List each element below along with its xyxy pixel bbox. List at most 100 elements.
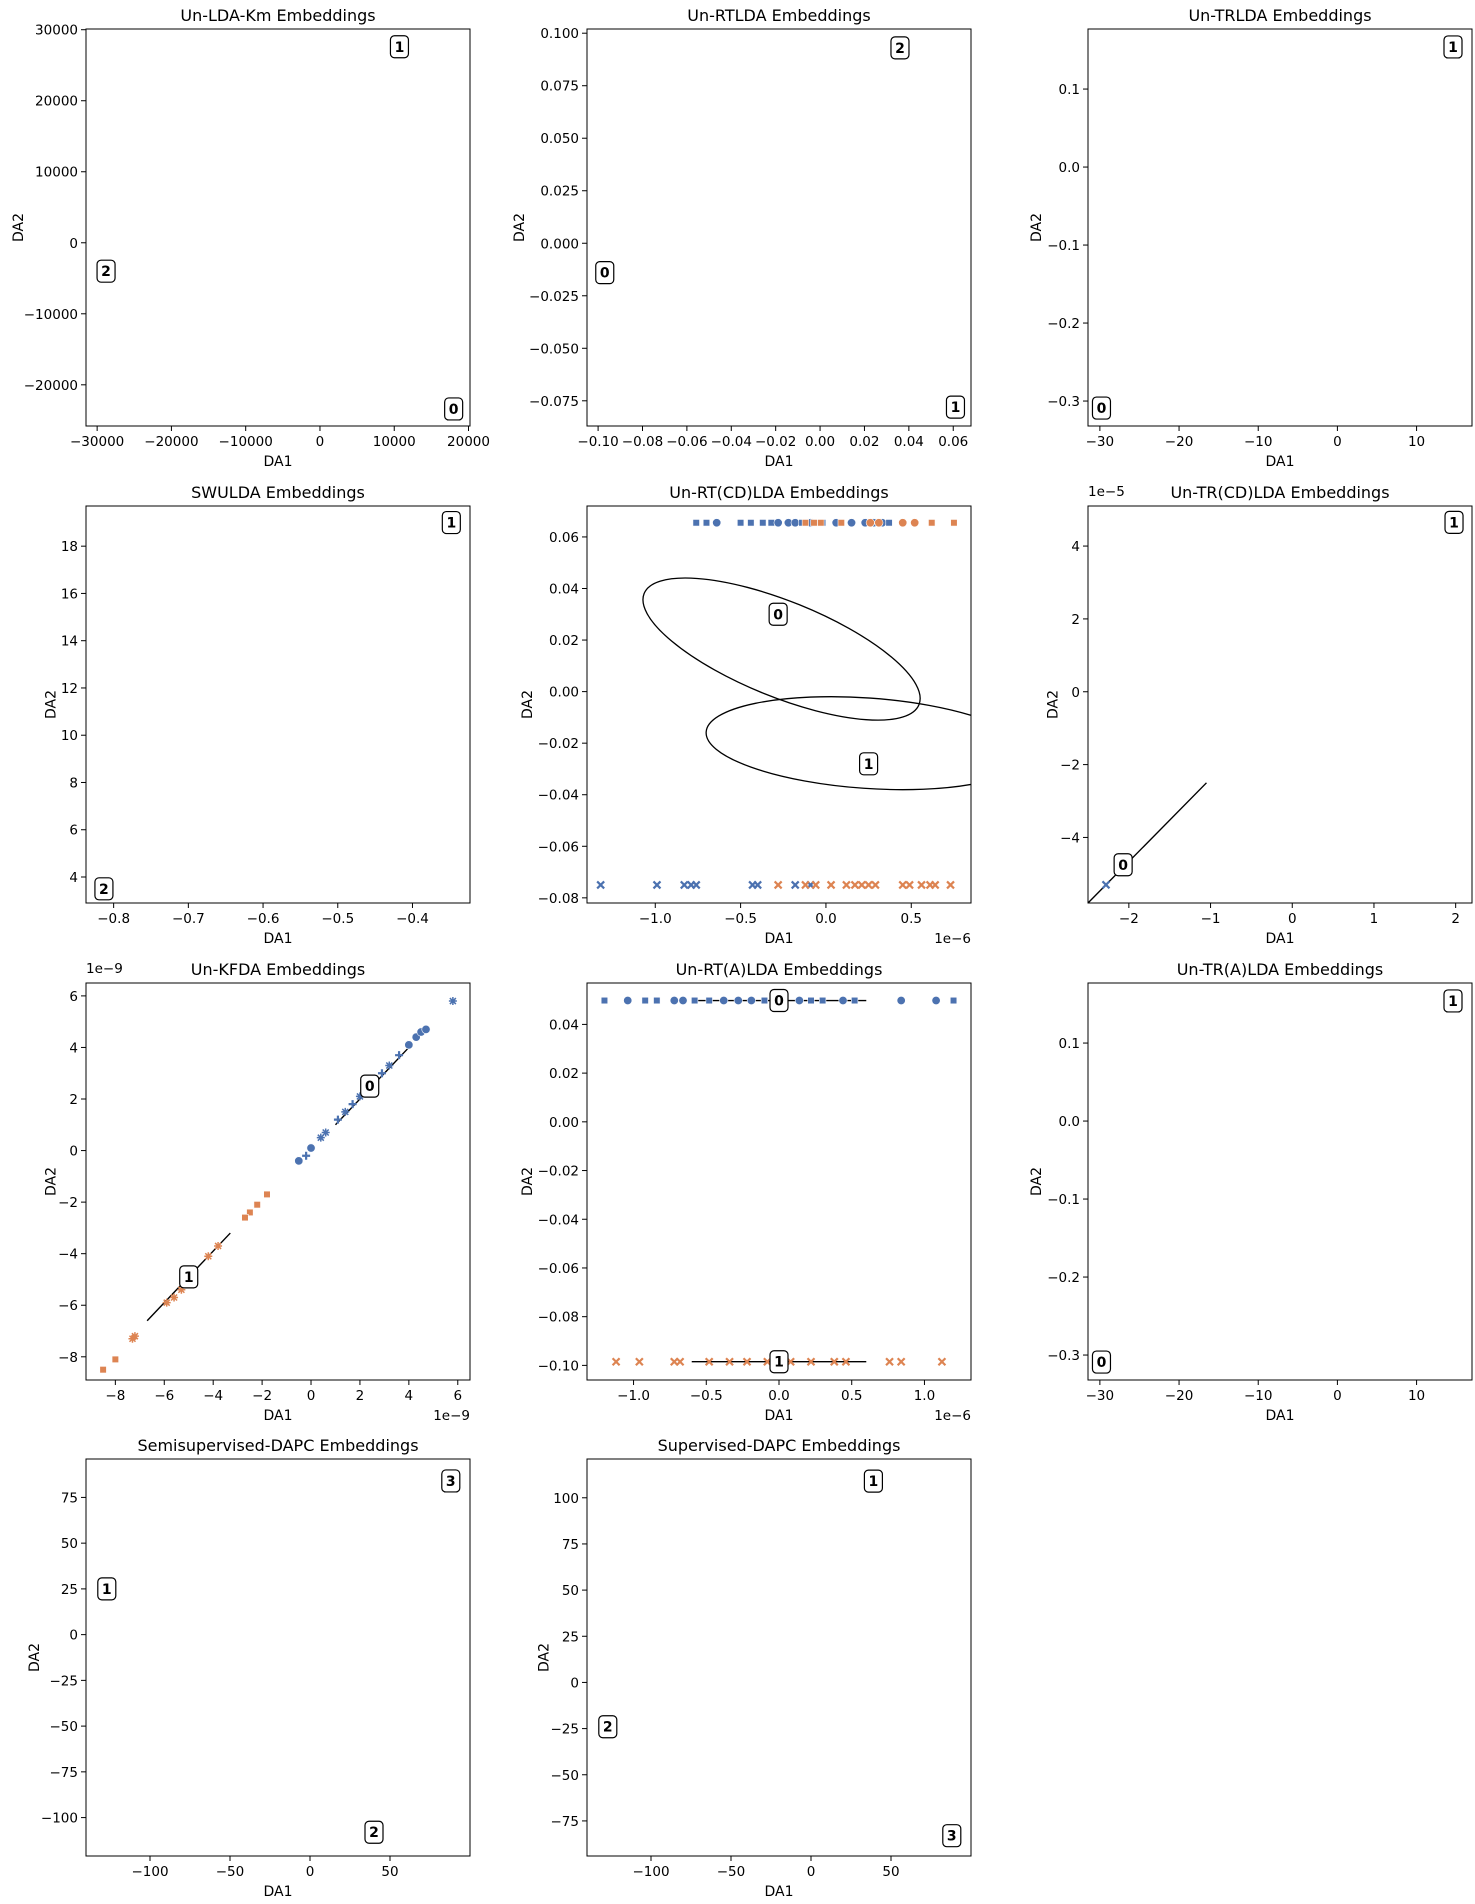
cluster-label: 1 xyxy=(863,1469,884,1493)
data-point xyxy=(170,1293,179,1302)
x-offset-label: 1e−9 xyxy=(433,1408,470,1424)
y-tick-label: 0 xyxy=(69,1628,78,1644)
x-offset-label: 1e−6 xyxy=(934,1408,971,1424)
data-layer xyxy=(600,996,958,1367)
data-point xyxy=(811,880,820,890)
cluster-label-text: 1 xyxy=(864,757,874,773)
y-tick-label: 2 xyxy=(69,1092,78,1108)
x-tick-label: 0.5 xyxy=(901,911,922,927)
y-tick-label: −0.04 xyxy=(538,788,579,804)
cluster-label-text: 2 xyxy=(99,882,109,898)
cluster-label: 0 xyxy=(1091,1350,1112,1374)
data-point xyxy=(905,880,914,890)
x-tick-label: 1 xyxy=(1370,911,1379,927)
cluster-label-box xyxy=(179,1265,199,1289)
x-tick-label: 0.00 xyxy=(805,434,835,450)
cluster-label-text: 0 xyxy=(1097,1355,1107,1371)
cluster-label: 0 xyxy=(360,1074,380,1098)
x-tick-label: −1.0 xyxy=(639,911,672,927)
y-tick-label: −0.2 xyxy=(1047,316,1080,332)
x-tick-label: −20 xyxy=(1165,1388,1194,1404)
x-tick-label: −50 xyxy=(216,1864,245,1880)
x-tick-label: −2 xyxy=(252,1388,272,1404)
subplot-10: −100 −50 0 50 −100 −75 −50 −25 0 25 50 75 Semisuperv… xyxy=(27,1436,471,1900)
data-point xyxy=(898,518,908,528)
cluster-label-text: 0 xyxy=(449,402,459,418)
x-axis-label: DA1 xyxy=(764,1408,793,1424)
y-tick-label: 75 xyxy=(61,1490,78,1506)
data-layer xyxy=(1088,782,1207,903)
y-tick-label: 16 xyxy=(61,586,78,602)
data-point xyxy=(747,519,755,527)
y-tick-label: 0.050 xyxy=(540,131,579,147)
data-point xyxy=(910,518,920,528)
data-point xyxy=(214,1241,223,1250)
data-point xyxy=(246,1208,254,1217)
data-point xyxy=(111,1355,119,1363)
subplot-1: −30000 −20000 −10000 0 10000 20000 −20000 −1000… xyxy=(11,6,490,470)
y-tick-label: −0.06 xyxy=(538,839,579,855)
y-tick-label: 0 xyxy=(69,236,78,252)
cluster-label: 2 xyxy=(890,36,910,60)
y-tick-label: 10000 xyxy=(35,165,78,181)
data-point xyxy=(864,880,873,890)
data-point xyxy=(807,996,815,1005)
y-tick-label: 0.0 xyxy=(1059,160,1080,176)
y-offset-label: 1e−5 xyxy=(1088,484,1125,500)
x-tick-label: −10 xyxy=(1244,1388,1273,1404)
y-tick-label: 10 xyxy=(61,728,78,744)
cluster-ellipse xyxy=(705,696,971,791)
axes-frame xyxy=(1087,28,1473,427)
y-tick-label: 30000 xyxy=(35,23,78,39)
data-point xyxy=(851,996,859,1005)
axes-frame xyxy=(586,28,972,427)
y-tick-label: −20000 xyxy=(24,378,78,394)
cluster-label-box xyxy=(595,261,615,285)
x-tick-label: −0.6 xyxy=(247,911,280,927)
y-tick-label: 20000 xyxy=(35,94,78,110)
y-tick-label: 0.075 xyxy=(540,79,579,95)
cluster-label-box xyxy=(768,602,788,626)
x-tick-label: −0.06 xyxy=(666,434,707,450)
cluster-label-box xyxy=(97,1577,117,1601)
x-axis-label: DA1 xyxy=(1265,1408,1294,1424)
plot-area xyxy=(587,983,971,1380)
x-tick-label: −0.4 xyxy=(396,911,429,927)
cluster-label: 1 xyxy=(858,752,879,776)
y-tick-label: 14 xyxy=(61,634,78,650)
y-offset-label: 1e−9 xyxy=(86,961,123,977)
x-tick-label: −0.10 xyxy=(577,434,618,450)
x-tick-label: 10 xyxy=(1408,1388,1425,1404)
data-point xyxy=(611,1357,621,1367)
cluster-label: 0 xyxy=(768,602,788,626)
data-point xyxy=(641,996,649,1005)
y-tick-label: −2 xyxy=(58,1195,78,1211)
subplot-2: −0.10 −0.08 −0.06 −0.04 −0.02 0.00 0.02 0.04 0.0… xyxy=(512,6,972,470)
y-tick-label: 0.02 xyxy=(549,633,579,649)
x-tick-label: −30 xyxy=(1086,434,1115,450)
x-axis-label: DA1 xyxy=(263,1408,292,1424)
data-point xyxy=(838,996,848,1006)
cluster-label-box xyxy=(1113,853,1133,877)
x-axis-label: DA1 xyxy=(263,1884,292,1900)
cluster-label-text: 2 xyxy=(369,1825,379,1841)
subplot-title: Semisupervised-DAPC Embeddings xyxy=(137,1436,418,1455)
data-point xyxy=(725,1357,734,1367)
data-layer xyxy=(596,518,971,890)
x-tick-label: −10000 xyxy=(219,434,273,450)
y-axis-label: DA2 xyxy=(11,213,27,242)
data-point xyxy=(702,519,711,527)
cluster-label: 1 xyxy=(179,1265,199,1289)
cluster-label-box xyxy=(444,397,464,421)
subplot-6: −2 −1 0 1 2 −4 −2 0 2 4 Un-TR(CD)LDA Embeddings DA1… xyxy=(1046,483,1473,947)
plot-area xyxy=(86,1459,470,1856)
data-point xyxy=(885,1357,894,1367)
data-point xyxy=(885,519,893,527)
cluster-label: 1 xyxy=(1444,510,1464,534)
subplot-title: Un-TR(A)LDA Embeddings xyxy=(1177,960,1384,979)
x-tick-label: 0 xyxy=(1288,911,1297,927)
data-point xyxy=(931,996,941,1006)
y-axis-label: DA2 xyxy=(27,1643,43,1672)
y-tick-label: −0.08 xyxy=(538,891,579,907)
